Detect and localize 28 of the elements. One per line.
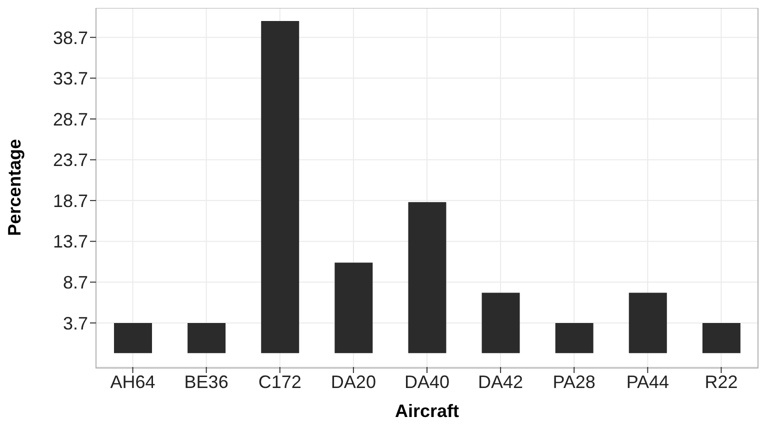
- x-tick-label: C172: [258, 372, 302, 392]
- bar: [188, 322, 226, 354]
- x-tick-label: R22: [704, 372, 738, 392]
- x-tick-label: DA42: [478, 372, 524, 392]
- x-tick-label: DA40: [404, 372, 450, 392]
- bar: [114, 322, 152, 354]
- bar: [628, 292, 667, 354]
- bar: [702, 322, 740, 354]
- bar: [482, 292, 520, 354]
- y-tick-label: 3.7: [62, 313, 88, 334]
- bar: [334, 262, 373, 354]
- x-tick-label: PA28: [552, 372, 596, 392]
- y-tick-label: 33.7: [52, 68, 88, 89]
- y-tick-label: 13.7: [52, 232, 88, 252]
- x-tick-label: BE36: [184, 372, 228, 392]
- y-tick-label: 38.7: [52, 28, 88, 48]
- y-tick-label: 8.7: [62, 272, 88, 293]
- bar: [261, 21, 300, 354]
- y-axis-title: Percentage: [4, 138, 24, 236]
- y-tick-label: 18.7: [52, 190, 88, 211]
- x-tick-label: DA20: [330, 372, 376, 392]
- bar: [555, 322, 594, 354]
- y-tick-label: 28.7: [52, 109, 88, 130]
- x-tick-label: PA44: [626, 372, 670, 392]
- y-tick-label: 23.7: [52, 150, 88, 170]
- x-axis-title: Aircraft: [394, 401, 460, 421]
- bar: [408, 202, 446, 354]
- x-tick-label: AH64: [110, 372, 156, 392]
